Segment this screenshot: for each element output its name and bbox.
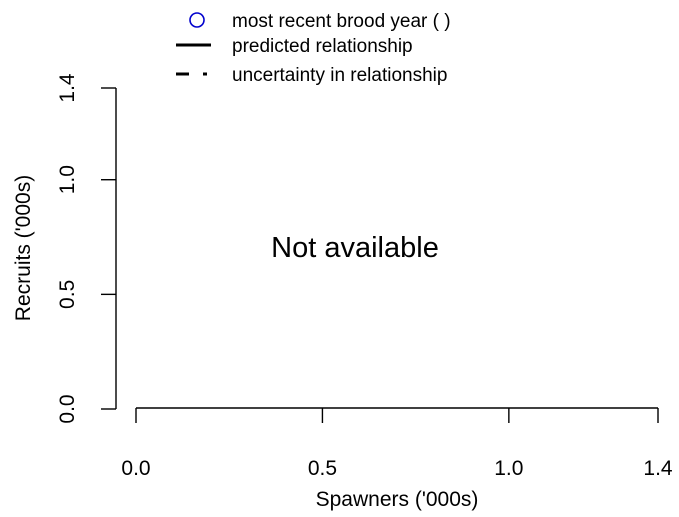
- legend-label-uncertainty: uncertainty in relationship: [232, 65, 447, 86]
- legend-label-recent-brood-year: most recent brood year ( ): [232, 11, 451, 32]
- x-axis-ticks: 0.0 0.5 1.0 1.4: [121, 408, 673, 480]
- y-tick-label: 0.0: [56, 394, 79, 423]
- legend: most recent brood year ( ) predicted rel…: [176, 11, 451, 86]
- y-tick-label: 1.4: [56, 73, 79, 103]
- y-tick-label: 0.5: [56, 280, 79, 309]
- x-axis: 0.0 0.5 1.0 1.4: [121, 407, 673, 480]
- x-tick-label: 0.5: [308, 457, 337, 480]
- no-data-message: Not available: [271, 232, 439, 264]
- x-axis-title: Spawners ('000s): [316, 488, 479, 511]
- y-axis: 0.0 0.5 1.0 1.4: [56, 73, 117, 424]
- x-tick-label: 1.4: [643, 457, 673, 480]
- legend-label-predicted: predicted relationship: [232, 36, 413, 57]
- y-axis-ticks: 0.0 0.5 1.0 1.4: [56, 73, 116, 424]
- legend-marker-recent-brood-year: [189, 12, 205, 28]
- y-tick-label: 1.0: [56, 165, 79, 194]
- x-tick-label: 0.0: [121, 457, 150, 480]
- x-tick-label: 1.0: [494, 457, 523, 480]
- y-axis-title: Recruits ('000s): [12, 175, 35, 321]
